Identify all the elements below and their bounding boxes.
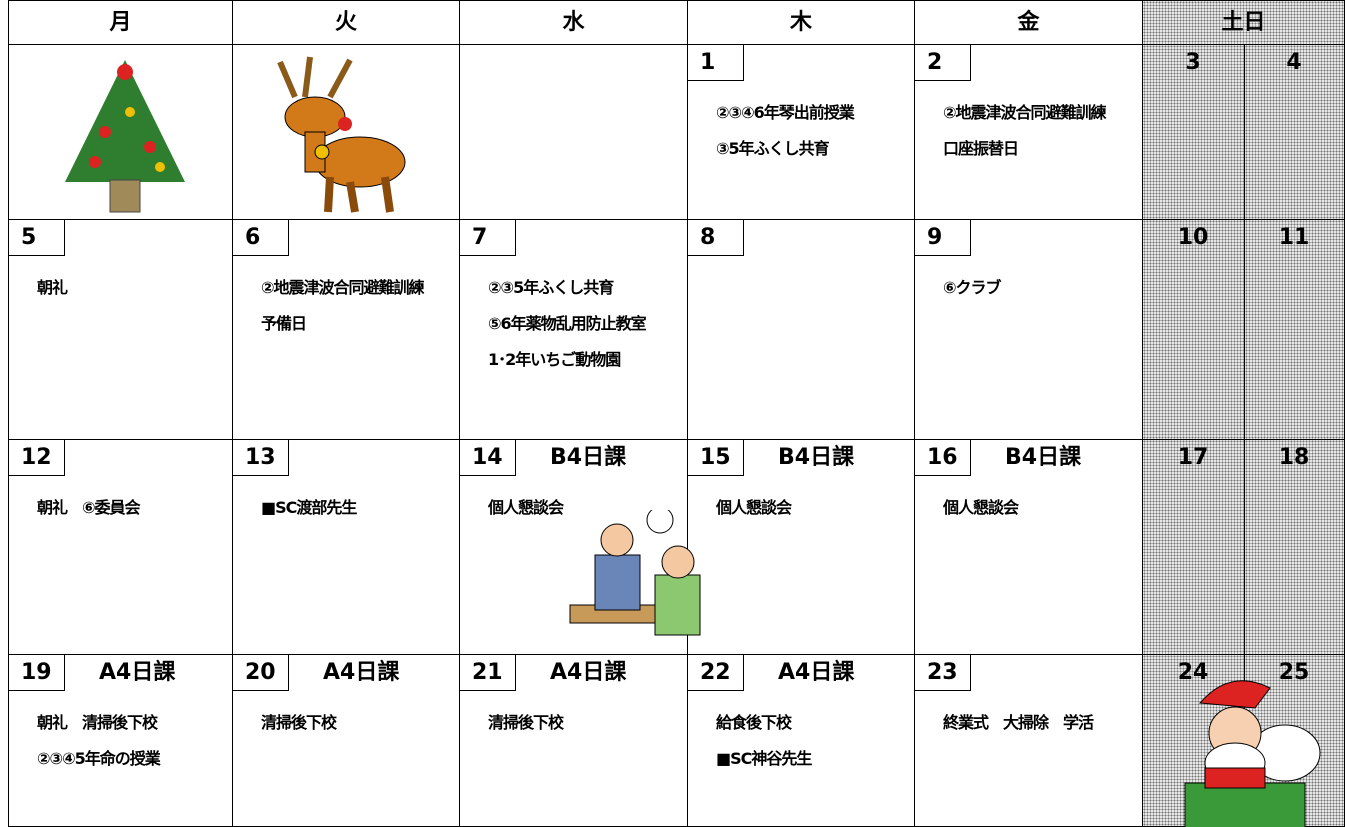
day-cell: 6 ②地震津波合同避難訓練 予備日 (233, 220, 460, 440)
event: 朝礼 清掃後下校 (37, 713, 158, 732)
date: 12 (9, 440, 65, 476)
day-cell (8, 45, 233, 220)
schedule-tag: B4日課 (550, 445, 627, 470)
schedule-tag: A4日課 (550, 660, 627, 685)
weekend-cell: 10 11 (1143, 220, 1345, 440)
event: 朝礼 (37, 278, 68, 297)
date: 5 (9, 220, 65, 256)
day-cell: 19 A4日課朝礼 清掃後下校 ②③④5年命の授業 (8, 655, 233, 827)
date: 20 (233, 655, 289, 691)
schedule-tag: B4日課 (778, 445, 855, 470)
day-header: 水 (460, 0, 688, 45)
event: 清掃後下校 (488, 713, 564, 732)
weekend-date: 11 (1278, 225, 1310, 250)
weekend-date: 24 (1177, 660, 1209, 685)
weekend-date: 3 (1185, 50, 1201, 75)
event: 終業式 大掃除 学活 (943, 713, 1094, 732)
day-cell: 21 A4日課清掃後下校 (460, 655, 688, 827)
event: ②③④6年琴出前授業 (716, 103, 855, 122)
day-cell: 8 (688, 220, 915, 440)
event: ■SC神谷先生 (716, 749, 812, 768)
weekend-divider (1244, 45, 1245, 220)
weekend-divider (1244, 220, 1245, 440)
day-cell: 15 B4日課個人懇談会 (688, 440, 915, 655)
event: ⑤6年薬物乱用防止教室 (488, 314, 647, 333)
event: 個人懇談会 (488, 498, 564, 517)
event: ②地震津波合同避難訓練 (943, 103, 1107, 122)
event: ②③④5年命の授業 (37, 749, 161, 768)
date: 6 (233, 220, 289, 256)
day-cell: 16 B4日課個人懇談会 (915, 440, 1143, 655)
day-cell: 12 朝礼 ⑥委員会 (8, 440, 233, 655)
date: 7 (460, 220, 516, 256)
date: 14 (460, 440, 516, 476)
event: 清掃後下校 (261, 713, 337, 732)
schedule-tag: B4日課 (1005, 445, 1082, 470)
event: 予備日 (261, 314, 307, 333)
weekend-date: 17 (1177, 445, 1209, 470)
day-cell: 2 ②地震津波合同避難訓練 口座振替日 (915, 45, 1143, 220)
day-cell: 14 B4日課個人懇談会 (460, 440, 688, 655)
day-cell: 23 終業式 大掃除 学活 (915, 655, 1143, 827)
day-header: 金 (915, 0, 1143, 45)
schedule-tag: A4日課 (99, 660, 176, 685)
day-header: 火 (233, 0, 460, 45)
santa-chimney (1184, 680, 1321, 827)
weekend-cell: 17 18 (1143, 440, 1345, 655)
day-cell: 5 朝礼 (8, 220, 233, 440)
day-cell (460, 45, 688, 220)
weekend-date: 4 (1286, 50, 1302, 75)
date: 21 (460, 655, 516, 691)
day-cell: 7 ②③5年ふくし共育 ⑤6年薬物乱用防止教室 1･2年いちご動物園 (460, 220, 688, 440)
date: 15 (688, 440, 744, 476)
event: ■SC渡部先生 (261, 498, 357, 517)
weekend-date: 10 (1177, 225, 1209, 250)
day-header: 土日 (1143, 0, 1345, 45)
day-cell: 1 ②③④6年琴出前授業 ③5年ふくし共育 (688, 45, 915, 220)
date: 13 (233, 440, 289, 476)
day-cell: 9 ⑥クラブ (915, 220, 1143, 440)
date: 9 (915, 220, 971, 256)
day-header: 月 (8, 0, 233, 45)
christmas-tree (65, 60, 185, 213)
event: 個人懇談会 (943, 498, 1019, 517)
weekend-divider (1244, 440, 1245, 655)
event: ②③5年ふくし共育 (488, 278, 614, 297)
day-cell: 20 A4日課清掃後下校 (233, 655, 460, 827)
date: 23 (915, 655, 971, 691)
day-cell: 22 A4日課給食後下校 ■SC神谷先生 (688, 655, 915, 827)
date: 22 (688, 655, 744, 691)
event: 朝礼 ⑥委員会 (37, 498, 141, 517)
day-header: 木 (688, 0, 915, 45)
day-cell: 13 ■SC渡部先生 (233, 440, 460, 655)
weekend-date: 18 (1278, 445, 1310, 470)
date: 2 (915, 45, 971, 81)
date: 19 (9, 655, 65, 691)
day-cell (233, 45, 460, 220)
event: 個人懇談会 (716, 498, 792, 517)
date: 16 (915, 440, 971, 476)
weekend-date: 25 (1278, 660, 1310, 685)
event: ⑥クラブ (943, 278, 1002, 297)
date: 8 (688, 220, 744, 256)
event: 給食後下校 (716, 713, 792, 732)
event: 口座振替日 (943, 139, 1019, 158)
schedule-tag: A4日課 (323, 660, 400, 685)
reindeer (277, 56, 406, 213)
event: ②地震津波合同避難訓練 (261, 278, 425, 297)
event: ③5年ふくし共育 (716, 139, 830, 158)
schedule-tag: A4日課 (778, 660, 855, 685)
event: 1･2年いちご動物園 (488, 350, 621, 369)
conference-illustration (569, 510, 701, 636)
date: 1 (688, 45, 744, 81)
